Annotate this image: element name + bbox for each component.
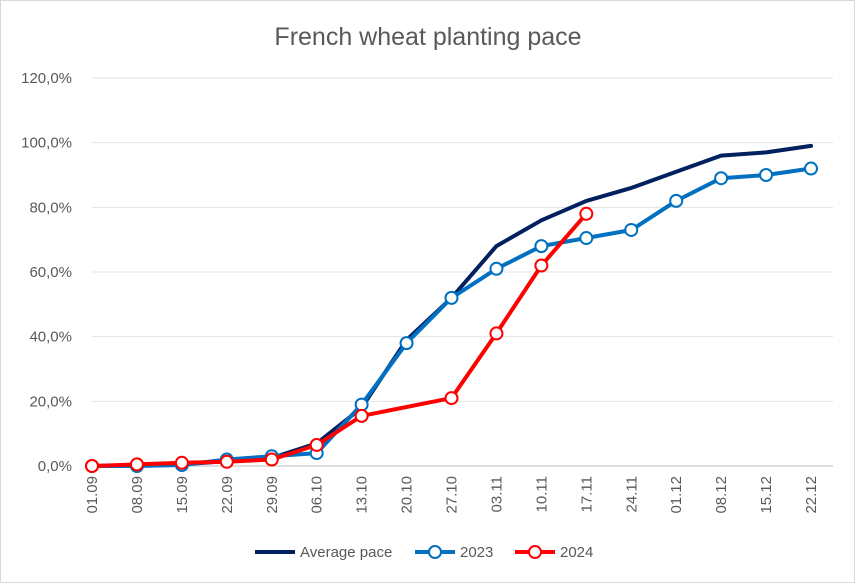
data-point-2024	[579, 206, 594, 221]
chart-title: French wheat planting pace	[274, 23, 581, 51]
x-tick-label: 24.11	[623, 476, 640, 512]
legend: Average pace 2023 2024	[255, 544, 593, 561]
series-line-average-pace	[90, 143, 813, 468]
data-point-2024	[309, 437, 324, 452]
y-tick-label: 80,0%	[29, 199, 72, 216]
x-tick-label: 22.09	[219, 476, 236, 514]
y-tick-label: 0,0%	[38, 458, 72, 475]
x-tick-label: 15.09	[174, 476, 191, 514]
data-point-2023	[399, 336, 414, 351]
series-line-2023	[90, 166, 813, 468]
data-point-2024	[489, 326, 504, 341]
y-tick-label: 100,0%	[21, 135, 72, 152]
legend-label-2024: 2024	[560, 544, 593, 561]
x-tick-label: 13.10	[354, 476, 371, 514]
data-point-2023	[579, 231, 594, 246]
legend-label-2023: 2023	[460, 544, 493, 561]
x-tick-label: 20.10	[399, 476, 416, 514]
data-point-2023	[354, 397, 369, 412]
x-tick-label: 15.12	[758, 476, 775, 514]
data-point-2024	[219, 454, 234, 469]
data-point-2024	[129, 457, 144, 472]
x-tick-label: 10.11	[533, 476, 550, 512]
x-tick-label: 01.12	[668, 476, 685, 514]
gridlines	[90, 77, 833, 467]
data-point-2023	[489, 261, 504, 276]
data-point-2024	[534, 258, 549, 273]
legend-marker-2023	[428, 545, 442, 559]
data-point-2024	[264, 452, 279, 467]
legend-marker-2024	[528, 545, 542, 559]
x-tick-label: 22.12	[803, 476, 820, 514]
x-tick-label: 08.09	[129, 476, 146, 514]
data-point-2024	[174, 455, 189, 470]
data-point-2023	[804, 161, 818, 176]
data-point-2024	[85, 459, 99, 473]
data-point-2023	[759, 168, 774, 182]
data-point-2023	[714, 171, 729, 186]
data-point-2023	[669, 193, 684, 208]
x-tick-label: 08.12	[713, 476, 730, 514]
x-tick-label: 03.11	[488, 476, 505, 512]
y-axis-ticks: 0,0% 20,0% 40,0% 60,0% 80,0% 100,0% 120,0%	[21, 70, 72, 475]
y-tick-label: 20,0%	[29, 393, 72, 410]
data-point-2023	[624, 222, 639, 237]
y-tick-label: 60,0%	[29, 264, 72, 281]
legend-label-average-pace: Average pace	[300, 544, 392, 561]
x-axis-ticks: 01.09 08.09 15.09 22.09 29.09 06.10 13.10 20.10…	[84, 476, 820, 514]
data-point-2023	[534, 239, 549, 254]
x-tick-label: 27.10	[444, 476, 461, 514]
x-tick-label: 17.11	[578, 476, 595, 512]
data-point-2024	[444, 391, 459, 406]
data-point-2024	[354, 408, 369, 423]
y-tick-label: 40,0%	[29, 329, 72, 346]
y-tick-label: 120,0%	[21, 70, 72, 87]
x-tick-label: 01.09	[84, 476, 101, 514]
x-tick-label: 29.09	[264, 476, 281, 514]
series-lines	[85, 143, 818, 473]
x-tick-label: 06.10	[309, 476, 326, 514]
data-point-2023	[444, 290, 459, 305]
series-line-2024	[90, 211, 589, 468]
